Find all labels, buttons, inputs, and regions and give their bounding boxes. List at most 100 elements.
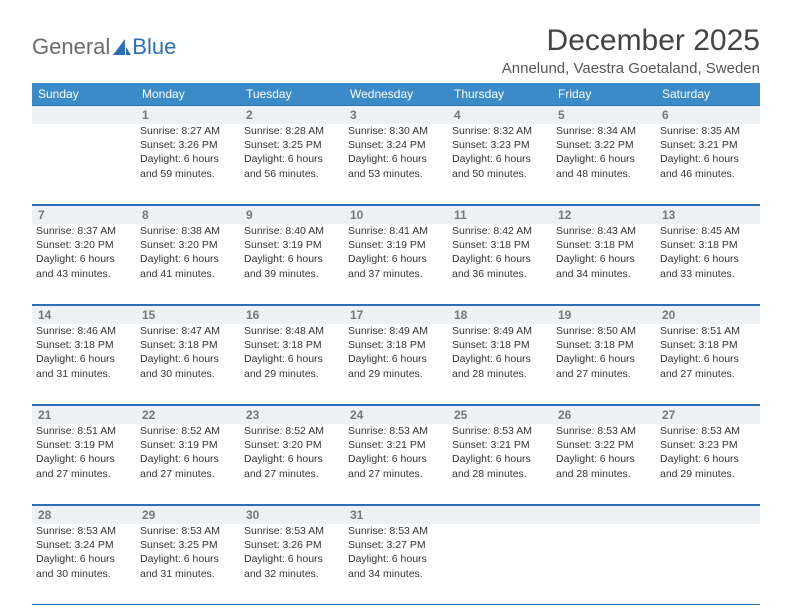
day-info-line: Sunset: 3:24 PM — [348, 138, 444, 152]
day-info-line: Sunset: 3:23 PM — [660, 438, 756, 452]
day-cell: Sunrise: 8:41 AMSunset: 3:19 PMDaylight:… — [344, 224, 448, 304]
day-info-line: Sunrise: 8:37 AM — [36, 224, 132, 238]
day-info-line: Sunset: 3:19 PM — [348, 238, 444, 252]
day-info-line: Daylight: 6 hours — [36, 452, 132, 466]
day-cell: Sunrise: 8:30 AMSunset: 3:24 PMDaylight:… — [344, 124, 448, 204]
day-info-line: Sunrise: 8:32 AM — [452, 124, 548, 138]
day-cell: Sunrise: 8:47 AMSunset: 3:18 PMDaylight:… — [136, 324, 240, 404]
day-info-line: Sunrise: 8:53 AM — [556, 424, 652, 438]
day-number: 5 — [552, 106, 656, 124]
day-number: 27 — [656, 406, 760, 424]
day-info-line: Sunrise: 8:52 AM — [244, 424, 340, 438]
day-number-row: 123456 — [32, 105, 760, 124]
day-info-line: Sunset: 3:18 PM — [660, 338, 756, 352]
day-info-line: Daylight: 6 hours — [244, 452, 340, 466]
day-info-line: Sunset: 3:19 PM — [140, 438, 236, 452]
day-info-line: Sunrise: 8:53 AM — [452, 424, 548, 438]
day-info-line: and 27 minutes. — [348, 467, 444, 481]
day-number: 31 — [344, 506, 448, 524]
day-info-line: and 27 minutes. — [660, 367, 756, 381]
day-info-line: Daylight: 6 hours — [140, 152, 236, 166]
day-cell: Sunrise: 8:49 AMSunset: 3:18 PMDaylight:… — [344, 324, 448, 404]
day-cell: Sunrise: 8:34 AMSunset: 3:22 PMDaylight:… — [552, 124, 656, 204]
day-number: 3 — [344, 106, 448, 124]
day-info-line: and 27 minutes. — [140, 467, 236, 481]
day-number: 30 — [240, 506, 344, 524]
day-info-line: Daylight: 6 hours — [660, 252, 756, 266]
day-info-line: and 34 minutes. — [556, 267, 652, 281]
day-info-line: Sunset: 3:24 PM — [36, 538, 132, 552]
day-info-line: Daylight: 6 hours — [36, 352, 132, 366]
day-info-line: Sunrise: 8:51 AM — [36, 424, 132, 438]
day-number: 22 — [136, 406, 240, 424]
day-info-line: and 59 minutes. — [140, 167, 236, 181]
month-title: December 2025 — [502, 24, 760, 58]
day-cell: Sunrise: 8:28 AMSunset: 3:25 PMDaylight:… — [240, 124, 344, 204]
day-info-line: and 28 minutes. — [452, 367, 548, 381]
day-cell — [656, 524, 760, 604]
day-info-line: Daylight: 6 hours — [140, 552, 236, 566]
day-info-line: Sunset: 3:18 PM — [556, 338, 652, 352]
day-number: 25 — [448, 406, 552, 424]
day-cell: Sunrise: 8:37 AMSunset: 3:20 PMDaylight:… — [32, 224, 136, 304]
day-info-line: Daylight: 6 hours — [140, 252, 236, 266]
day-info-line: Sunrise: 8:27 AM — [140, 124, 236, 138]
day-number: 21 — [32, 406, 136, 424]
day-number: 16 — [240, 306, 344, 324]
day-info-line: Sunrise: 8:38 AM — [140, 224, 236, 238]
day-number: 15 — [136, 306, 240, 324]
brand-logo: General Blue — [32, 24, 176, 60]
day-info-line: Sunrise: 8:30 AM — [348, 124, 444, 138]
day-info-line: and 30 minutes. — [140, 367, 236, 381]
day-number: 11 — [448, 206, 552, 224]
day-number: 13 — [656, 206, 760, 224]
day-info-line: Sunrise: 8:50 AM — [556, 324, 652, 338]
day-info-line: and 56 minutes. — [244, 167, 340, 181]
day-cell: Sunrise: 8:46 AMSunset: 3:18 PMDaylight:… — [32, 324, 136, 404]
day-info-line: Sunrise: 8:35 AM — [660, 124, 756, 138]
day-info-line: Sunset: 3:21 PM — [660, 138, 756, 152]
day-cell: Sunrise: 8:53 AMSunset: 3:26 PMDaylight:… — [240, 524, 344, 604]
day-info-line: and 46 minutes. — [660, 167, 756, 181]
day-cell: Sunrise: 8:43 AMSunset: 3:18 PMDaylight:… — [552, 224, 656, 304]
day-number: 28 — [32, 506, 136, 524]
day-number-row: 78910111213 — [32, 205, 760, 224]
day-number: 8 — [136, 206, 240, 224]
day-info-line: Sunset: 3:19 PM — [244, 238, 340, 252]
day-info-line: and 27 minutes. — [36, 467, 132, 481]
day-info-line: Daylight: 6 hours — [244, 552, 340, 566]
day-info-line: Sunrise: 8:53 AM — [140, 524, 236, 538]
day-info-line: Daylight: 6 hours — [244, 152, 340, 166]
day-cell: Sunrise: 8:53 AMSunset: 3:22 PMDaylight:… — [552, 424, 656, 504]
day-number: 6 — [656, 106, 760, 124]
day-cell: Sunrise: 8:50 AMSunset: 3:18 PMDaylight:… — [552, 324, 656, 404]
day-number: 20 — [656, 306, 760, 324]
day-info-line: Daylight: 6 hours — [140, 452, 236, 466]
day-info-line: Sunset: 3:18 PM — [140, 338, 236, 352]
day-cell: Sunrise: 8:38 AMSunset: 3:20 PMDaylight:… — [136, 224, 240, 304]
calendar-page: General Blue December 2025 Annelund, Vae… — [0, 0, 792, 605]
day-info-line: Sunset: 3:27 PM — [348, 538, 444, 552]
day-info-line: Sunset: 3:18 PM — [556, 238, 652, 252]
day-info-line: Daylight: 6 hours — [452, 152, 548, 166]
day-info-line: Daylight: 6 hours — [348, 452, 444, 466]
day-cell — [32, 124, 136, 204]
day-info-line: and 30 minutes. — [36, 567, 132, 581]
week-row: Sunrise: 8:51 AMSunset: 3:19 PMDaylight:… — [32, 424, 760, 505]
day-info-line: Daylight: 6 hours — [660, 452, 756, 466]
day-info-line: Daylight: 6 hours — [36, 552, 132, 566]
day-info-line: and 39 minutes. — [244, 267, 340, 281]
day-number: 10 — [344, 206, 448, 224]
weeks-container: 123456Sunrise: 8:27 AMSunset: 3:26 PMDay… — [32, 105, 760, 605]
day-cell: Sunrise: 8:53 AMSunset: 3:23 PMDaylight:… — [656, 424, 760, 504]
day-info-line: Sunset: 3:26 PM — [140, 138, 236, 152]
day-info-line: Sunrise: 8:53 AM — [244, 524, 340, 538]
week-row: Sunrise: 8:37 AMSunset: 3:20 PMDaylight:… — [32, 224, 760, 305]
day-info-line: Sunrise: 8:53 AM — [348, 524, 444, 538]
day-info-line: Sunrise: 8:53 AM — [348, 424, 444, 438]
title-block: December 2025 Annelund, Vaestra Goetalan… — [502, 24, 760, 77]
day-info-line: Daylight: 6 hours — [348, 152, 444, 166]
day-cell: Sunrise: 8:51 AMSunset: 3:18 PMDaylight:… — [656, 324, 760, 404]
day-number: 29 — [136, 506, 240, 524]
day-number: 4 — [448, 106, 552, 124]
